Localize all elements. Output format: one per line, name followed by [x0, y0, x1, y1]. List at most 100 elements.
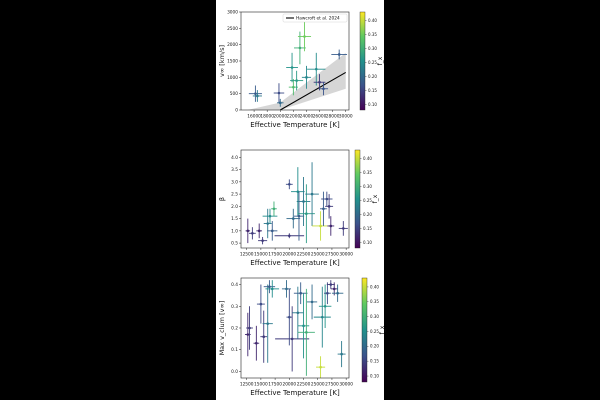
data-point-20 — [325, 194, 334, 219]
point-marker — [254, 92, 257, 95]
point-marker — [310, 300, 314, 304]
y-tick-label: 1500 — [227, 59, 238, 65]
point-marker — [305, 331, 308, 334]
point-marker — [277, 91, 281, 95]
data-point-23 — [331, 284, 344, 302]
colorbar-tick-label: 0.25 — [363, 198, 372, 203]
x-tick-label: 17500 — [268, 382, 282, 388]
point-marker — [278, 101, 282, 105]
point-marker — [270, 287, 274, 291]
data-point-17 — [312, 211, 330, 241]
point-marker — [305, 76, 308, 79]
data-point-8 — [265, 280, 280, 298]
y-tick-label: 0 — [235, 108, 238, 114]
point-marker — [329, 224, 333, 228]
data-point-6 — [262, 284, 273, 363]
y-tick-label: 0.0 — [231, 369, 238, 375]
point-marker — [319, 224, 322, 228]
y-tick-label: 4.0 — [231, 155, 238, 161]
y-tick-label: 2.0 — [231, 204, 238, 210]
point-marker — [266, 222, 270, 225]
data-point-6 — [262, 208, 278, 224]
y-tick-label: 2.5 — [231, 192, 238, 198]
data-point-16 — [305, 162, 319, 226]
colorbar-label: f_x — [372, 194, 379, 203]
point-marker — [332, 287, 336, 291]
point-marker — [302, 200, 305, 203]
colorbar-tick-label: 0.30 — [370, 314, 379, 319]
colorbar-tick-label: 0.40 — [363, 156, 372, 161]
plot-frame — [240, 149, 350, 249]
data-point-12 — [291, 167, 305, 217]
x-tick-label: 27500 — [325, 382, 339, 388]
point-marker — [298, 46, 302, 50]
data-point-11 — [307, 52, 326, 86]
data-point-2 — [246, 306, 253, 350]
data-point-9 — [297, 21, 312, 52]
point-marker — [329, 283, 333, 286]
y-tick-label: 1.5 — [231, 216, 238, 222]
colorbar-tick-label: 0.25 — [368, 60, 377, 65]
x-tick-label: 22000 — [287, 114, 301, 120]
data-point-5 — [260, 310, 268, 363]
data-point-13 — [293, 282, 308, 305]
point-marker — [256, 94, 259, 98]
data-point-2 — [248, 227, 256, 240]
y-tick-label: 1.0 — [231, 228, 238, 234]
x-tick-label: 18000 — [260, 114, 274, 120]
x-tick-label: 30000 — [339, 382, 353, 388]
x-tick-label: 22500 — [297, 252, 311, 258]
point-marker — [314, 67, 318, 71]
point-marker — [310, 192, 314, 196]
y-tick-label: 0.3 — [231, 304, 238, 310]
x-tick-label: 30000 — [339, 114, 353, 120]
point-marker — [320, 315, 324, 319]
colorbar-tick-label: 0.40 — [370, 284, 379, 289]
colorbar-tick-label: 0.35 — [363, 170, 372, 175]
point-marker — [318, 80, 321, 84]
data-point-14 — [331, 49, 348, 60]
x-axis: 12500 15000 17500 20000 22500 25000 27500 30000 — [240, 248, 353, 258]
point-marker — [246, 333, 250, 336]
colorbar-tick-label: 0.20 — [363, 212, 372, 217]
x-tick-label: 15000 — [254, 252, 268, 258]
y-tick-label: 3000 — [227, 10, 238, 16]
colorbar-tick-label: 0.20 — [370, 344, 379, 349]
point-marker — [325, 197, 329, 201]
data-point-2 — [252, 90, 262, 102]
y-tick-label: 3.0 — [231, 179, 238, 185]
data-point-22 — [338, 221, 348, 236]
chart-panel-1: 16000 18000 20000 22000 24000 26000 28000 30000… — [218, 10, 384, 130]
x-tick-label: 20000 — [282, 252, 296, 258]
point-marker — [266, 322, 270, 325]
x-tick-label: 16000 — [247, 114, 261, 120]
point-marker — [290, 337, 294, 341]
point-marker — [251, 232, 254, 235]
x-tick-label: 20000 — [273, 114, 287, 120]
point-marker — [288, 183, 291, 186]
data-point-3 — [273, 83, 285, 103]
point-marker — [305, 212, 308, 215]
colorbar-tick-label: 0.10 — [368, 102, 377, 107]
colorbar-tick-label: 0.15 — [370, 359, 379, 364]
point-marker — [296, 311, 300, 315]
plot-content — [247, 21, 348, 110]
point-marker — [336, 291, 339, 295]
colorbar-tick-label: 0.10 — [370, 373, 379, 378]
data-point-24 — [337, 341, 346, 368]
y-tick-label: 0.4 — [231, 282, 238, 288]
data-point-4 — [256, 284, 265, 324]
data-point-4 — [277, 98, 284, 107]
legend-label: Hawcroft et al. 2024 — [296, 16, 340, 22]
colorbar: 0.10 0.15 0.20 0.25 0.30 0.35 0.40 f_x — [359, 11, 384, 111]
data-point-8 — [271, 201, 277, 217]
data-point-21 — [326, 280, 335, 289]
colorbar-tick-label: 0.30 — [368, 46, 377, 51]
plot-content — [245, 162, 348, 245]
data-point-13 — [318, 82, 329, 96]
point-marker — [322, 207, 325, 211]
point-marker — [288, 234, 291, 238]
chart-panel-2: 12500 15000 17500 20000 22500 25000 27500 30000… — [218, 149, 379, 267]
x-axis: 16000 18000 20000 22000 24000 26000 28000 30000 — [247, 110, 353, 120]
y-tick-label: 0.5 — [231, 241, 238, 247]
